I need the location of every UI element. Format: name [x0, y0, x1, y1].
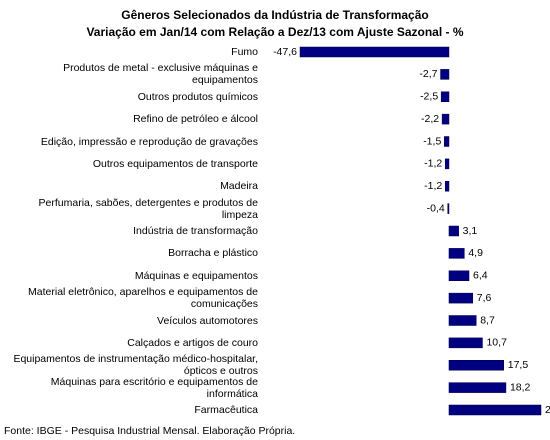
- category-label: Veículos automotores: [157, 314, 258, 327]
- category-label: Madeira: [220, 180, 258, 193]
- category-label: Máquinas para escritório e equipamentos …: [50, 375, 258, 400]
- value-label: 29,4: [545, 404, 550, 416]
- category-label: Farmacêutica: [194, 404, 258, 416]
- bar: [444, 136, 450, 147]
- bar: [448, 248, 465, 259]
- bar: [440, 69, 450, 80]
- category-label: Calçados e artigos de couro: [127, 336, 258, 349]
- category-label: Fumo: [231, 46, 258, 58]
- bar: [448, 337, 483, 349]
- bar: [299, 46, 450, 58]
- value-label: -2,5: [420, 91, 438, 103]
- value-label: -2,2: [421, 113, 439, 125]
- category-label: Indústria de transformação: [133, 225, 258, 237]
- value-label: -2,7: [419, 68, 437, 80]
- bar: [448, 404, 542, 416]
- category-label: Borracha e plástico: [168, 247, 258, 260]
- value-label: -47,6: [273, 46, 297, 58]
- category-label: Refino de petróleo e álcool: [133, 113, 258, 126]
- bar: [440, 91, 450, 102]
- bar: [448, 315, 477, 326]
- category-label: Equipamentos de instrumentação médico-ho…: [13, 353, 258, 378]
- value-label: 3,1: [463, 225, 478, 237]
- value-label: 8,7: [480, 314, 495, 326]
- bar: [448, 360, 505, 371]
- source-note: Fonte: IBGE - Pesquisa Industrial Mensal…: [4, 425, 296, 437]
- category-label: Máquinas e equipamentos: [134, 269, 258, 282]
- category-label: Edição, impressão e reprodução de gravaç…: [40, 135, 258, 148]
- bar: [448, 270, 470, 281]
- bar: [448, 292, 474, 304]
- bar: [444, 181, 450, 192]
- category-label: Material eletrônico, aparelhos e equipam…: [28, 286, 258, 311]
- value-label: -1,5: [423, 135, 441, 147]
- category-label: Outros equipamentos de transporte: [92, 157, 258, 170]
- value-label: 4,9: [468, 247, 483, 259]
- chart-title: Gêneros Selecionados da Indústria de Tra…: [121, 8, 429, 22]
- bar: [441, 113, 450, 125]
- category-label: Perfumaria, sabões, detergentes e produt…: [38, 196, 258, 221]
- value-label: 7,6: [477, 292, 492, 304]
- category-label: Produtos de metal - exclusive máquinas e…: [63, 62, 258, 87]
- bar: [444, 158, 450, 170]
- chart-subtitle: Variação em Jan/14 com Relação a Dez/13 …: [86, 25, 464, 39]
- bar: [448, 382, 507, 393]
- value-label: -0,4: [427, 202, 445, 214]
- value-label: 18,2: [510, 381, 531, 393]
- category-label: Outros produtos químicos: [137, 90, 258, 103]
- value-label: 10,7: [486, 337, 507, 349]
- bar: [447, 203, 450, 214]
- value-label: 6,4: [473, 270, 488, 282]
- value-label: -1,2: [424, 158, 442, 170]
- value-label: 17,5: [508, 359, 529, 371]
- bar: [448, 225, 459, 237]
- value-label: -1,2: [424, 180, 442, 192]
